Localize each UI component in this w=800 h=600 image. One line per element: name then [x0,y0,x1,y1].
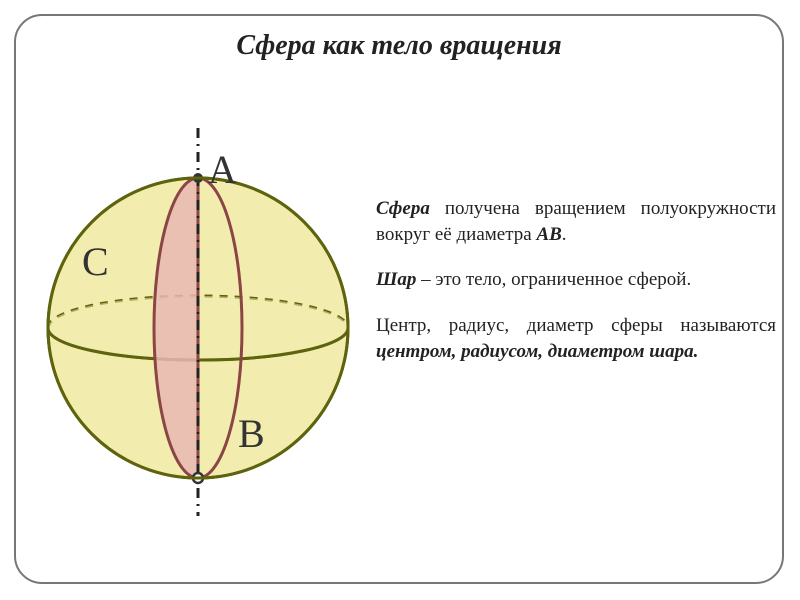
sphere-diagram: A B C [38,98,358,528]
p1-rest: получена вращением полуокружности вокруг… [376,198,776,245]
p3-bold: центром, радиусом, диаметром шара. [376,341,698,362]
paragraph-2: Шар – это тело, ограниченное сферой. [376,267,776,293]
sphere-svg [38,98,358,528]
slide-title: Сфера как тело вращения [16,30,782,62]
paragraph-1: Сфера получена вращением полуокружности … [376,196,776,247]
p1-ab: AB [536,224,561,245]
paragraph-3: Центр, радиус, диаметр сферы называются … [376,313,776,364]
p1-term: Сфера [376,198,430,219]
p1-tail: . [562,224,567,245]
p3-pre: Центр, радиус, диаметр сферы называются [376,315,776,336]
p2-term: Шар [376,269,416,290]
description-text: Сфера получена вращением полуокружности … [376,196,776,384]
slide-card: Сфера как тело вращения A B C Сфера полу… [14,14,784,584]
p2-rest: – это тело, ограниченное сферой. [416,269,691,290]
